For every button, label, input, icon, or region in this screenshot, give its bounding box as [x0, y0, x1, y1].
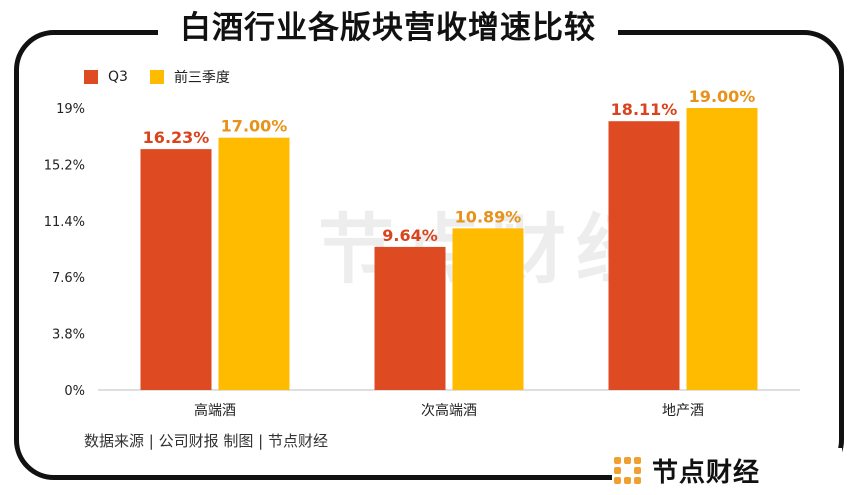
bar-data-label: 18.11% — [611, 100, 678, 119]
brand-name: 节点财经 — [652, 457, 761, 488]
legend: Q3 前三季度 — [84, 67, 252, 87]
chart-title: 白酒行业各版块营收增速比较 — [158, 4, 618, 52]
brand-logo: 节点财经 — [612, 448, 842, 492]
y-tick-label: 7.6% — [52, 271, 85, 286]
bar — [608, 121, 680, 390]
y-tick-label: 19% — [56, 102, 85, 117]
legend-swatch-ytd — [149, 70, 164, 84]
bar — [140, 149, 212, 390]
bar-data-label: 16.23% — [143, 128, 210, 147]
bar — [686, 108, 758, 390]
y-tick-label: 11.4% — [44, 215, 85, 230]
source-note: 数据来源 | 公司财报 制图 | 节点财经 — [84, 432, 328, 450]
bar — [218, 137, 290, 390]
x-tick-label: 次高端酒 — [421, 402, 477, 419]
y-tick-label: 0% — [64, 384, 85, 399]
bar — [452, 228, 524, 390]
brand-icon — [612, 455, 642, 485]
legend-swatch-q3 — [84, 70, 98, 84]
y-tick-label: 15.2% — [44, 158, 85, 173]
legend-item-q3: Q3 — [84, 69, 128, 85]
legend-label-q3: Q3 — [108, 69, 128, 85]
x-tick-label: 地产酒 — [662, 403, 704, 419]
y-tick-label: 3.8% — [52, 328, 85, 343]
bar — [374, 246, 446, 390]
legend-item-ytd: 前三季度 — [149, 67, 230, 87]
legend-label-ytd: 前三季度 — [173, 70, 230, 86]
bar-data-label: 10.89% — [455, 207, 522, 226]
bar-data-label: 17.00% — [221, 117, 288, 136]
bar-data-label: 19.00% — [689, 87, 756, 106]
x-tick-label: 高端酒 — [194, 402, 236, 419]
bar-data-label: 9.64% — [382, 226, 438, 245]
